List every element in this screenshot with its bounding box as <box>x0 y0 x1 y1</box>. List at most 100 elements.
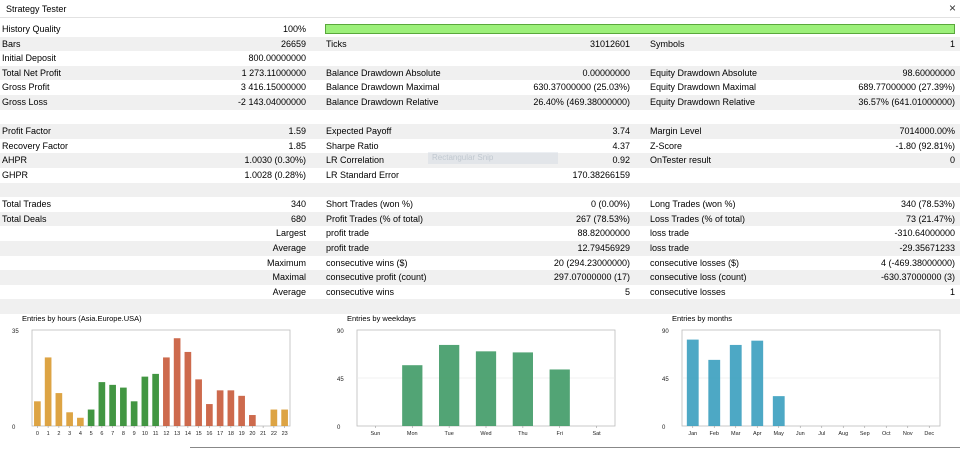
bar-1 <box>44 357 52 426</box>
report-table: History Quality 100% Bars 26659 Ticks 3101260… <box>0 22 960 314</box>
value-col1: Largest <box>275 228 306 239</box>
bar-13 <box>173 338 181 426</box>
value-col3: 36.57% (641.01000000) <box>858 96 955 107</box>
chart-entries-by-weekdays: 90 45 0 Sun Mon Tue Wed Thu Fri Sat Entries by we… <box>325 312 625 451</box>
x-tick-label: Oct <box>882 431 891 437</box>
report-row: Total Net Profit 1 273.11000000 Balance Dr… <box>0 65 960 81</box>
label-col1: Profit Factor <box>2 126 52 137</box>
x-tick-label: 16 <box>206 431 212 437</box>
bar-20 <box>249 415 256 426</box>
report-row: Profit Factor 1.59 Expected Payoff 3.74 Marg… <box>0 124 960 139</box>
x-tick-label: 14 <box>185 431 191 437</box>
report-row: Gross Loss -2 143.04000000 Balance Drawdow… <box>0 94 960 110</box>
bar-Mar <box>729 344 742 426</box>
label-col2: consecutive wins ($) <box>326 257 408 268</box>
x-tick-label: Jul <box>818 431 825 437</box>
value-col3 <box>780 168 955 183</box>
label-col2: Expected Payoff <box>326 126 392 137</box>
panel-divider <box>190 447 960 448</box>
x-tick-label: 22 <box>271 431 277 437</box>
bar-Tue <box>439 344 460 426</box>
bar-12 <box>163 357 170 426</box>
bar-23 <box>281 409 288 426</box>
value-col2: 5 <box>624 286 630 297</box>
plot-area <box>31 329 291 427</box>
value-col1: 1.0030 (0.30%) <box>244 155 306 166</box>
value-col2: 297.07000000 (17) <box>553 272 630 283</box>
bar-Mon <box>402 365 423 426</box>
label-col3: OnTester result <box>650 155 712 166</box>
x-tick-label: 2 <box>57 431 60 437</box>
x-tick-label: Mon <box>407 431 418 437</box>
value-col3: -29.35671233 <box>899 242 955 253</box>
x-tick-label: 5 <box>90 431 93 437</box>
report-row: Recovery Factor 1.85 Sharpe Ratio 4.37 Z-Sco… <box>0 139 960 154</box>
bar-Jan <box>686 339 699 426</box>
y-tick-label: 90 <box>662 329 669 335</box>
snip-tooltip: Rectangular Snip <box>428 152 558 164</box>
label-col2: Profit Trades (% of total) <box>326 213 424 224</box>
label-col1: Total Trades <box>2 199 52 210</box>
value-col1: 680 <box>290 213 306 224</box>
bar-4 <box>77 417 84 426</box>
value-col2: 267 (78.53%) <box>575 213 630 224</box>
y-tick-label: 0 <box>337 425 341 431</box>
label-col2: Ticks <box>326 38 347 49</box>
value-col2: 0 (0.00%) <box>590 199 630 210</box>
value-col1: -2 143.04000000 <box>237 96 306 107</box>
chart-title-weekdays: Entries by weekdays <box>347 314 416 323</box>
bar-11 <box>152 373 159 426</box>
report-row: Bars 26659 Ticks 31012601 Symbols 1 <box>0 36 960 52</box>
label-col1: Initial Deposit <box>2 53 57 64</box>
x-tick-label: 3 <box>68 431 71 437</box>
value-col3: -310.64000000 <box>894 228 955 239</box>
report-row: Gross Profit 3 416.15000000 Balance Drawdo… <box>0 80 960 95</box>
value-col1: 26659 <box>280 38 306 49</box>
value-col2 <box>460 110 630 125</box>
value-col1: 340 <box>290 199 306 210</box>
value-col2: 0.00000000 <box>582 67 630 78</box>
value-col1 <box>150 110 306 125</box>
x-tick-label: 18 <box>228 431 234 437</box>
value-col1: Average <box>272 286 306 297</box>
bar-Thu <box>512 352 533 426</box>
value-col2: 0.92 <box>612 155 630 166</box>
label-col3: loss trade <box>650 242 690 253</box>
x-tick-label: Aug <box>838 431 848 437</box>
report-row <box>0 110 960 125</box>
x-tick-label: 23 <box>282 431 288 437</box>
bar-2 <box>55 393 63 426</box>
value-col1: 1.59 <box>288 126 306 137</box>
bar-6 <box>98 382 106 426</box>
bar-7 <box>109 384 116 426</box>
close-icon[interactable]: × <box>948 1 956 15</box>
x-tick-label: Jun <box>796 431 805 437</box>
value-col3: -630.37000000 (3) <box>880 272 955 283</box>
x-tick-label: Dec <box>924 431 934 437</box>
chart-entries-by-months: 90 45 0 Jan Feb Mar Apr May Jun Jul Aug Sep Oct Nov De… <box>650 312 950 451</box>
y-tick-label: 35 <box>12 329 19 335</box>
bar-Wed <box>475 351 497 426</box>
bar-19 <box>238 395 245 426</box>
value-col2: 3.74 <box>612 126 630 137</box>
y-tick-label: 0 <box>662 425 666 431</box>
x-tick-label: Wed <box>480 431 491 437</box>
label-col1: Bars <box>2 38 21 49</box>
value-col3: 689.77000000 (27.39%) <box>858 82 955 93</box>
value-col1: Maximum <box>266 257 306 268</box>
value-col2: 26.40% (469.38000000) <box>533 96 630 107</box>
label-col3: Equity Drawdown Maximal <box>650 82 757 93</box>
x-tick-label: 10 <box>142 431 148 437</box>
bar-14 <box>184 351 192 426</box>
bar-18 <box>227 390 235 426</box>
y-tick-label: 45 <box>337 377 344 383</box>
x-tick-label: 17 <box>217 431 223 437</box>
label-col1: Gross Profit <box>2 82 50 93</box>
value-col3: 73 (21.47%) <box>905 213 955 224</box>
value-col1: Maximal <box>272 272 306 283</box>
chart-title-hours: Entries by hours (Asia.Europe.USA) <box>22 314 142 323</box>
x-tick-label: 7 <box>111 431 114 437</box>
x-tick-label: 19 <box>239 431 245 437</box>
label-col2: Balance Drawdown Relative <box>326 96 439 107</box>
label-col3: loss trade <box>650 228 690 239</box>
